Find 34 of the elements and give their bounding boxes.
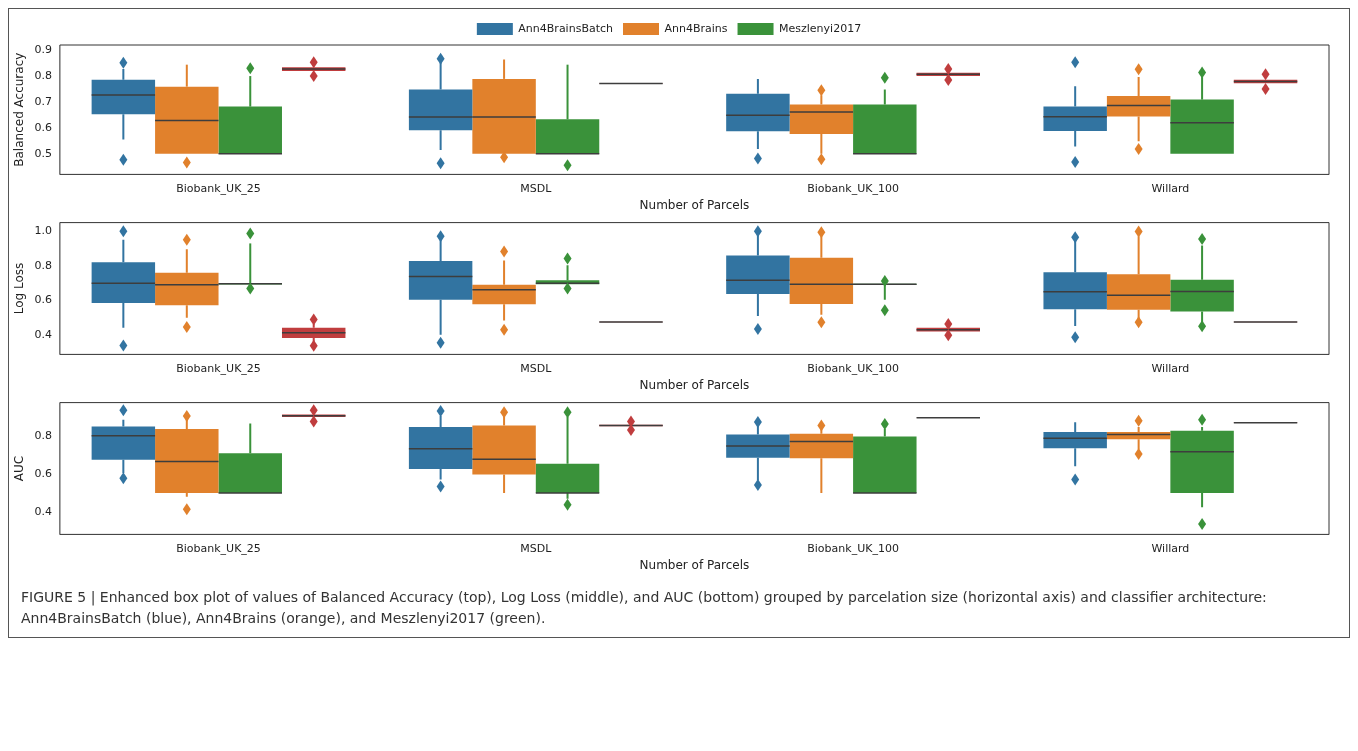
x-tick-label: Biobank_UK_100 [807,181,899,195]
y-tick-label: 0.6 [34,293,52,307]
y-tick-label: 0.6 [34,120,52,134]
x-tick-label: Biobank_UK_25 [176,181,261,195]
y-axis-title: Balanced Accuracy [12,52,27,167]
y-tick-label: 1.0 [34,224,52,238]
x-tick-label: Willard [1151,541,1190,555]
x-tick-label: Biobank_UK_25 [176,361,261,375]
y-tick-label: 0.8 [34,258,52,272]
x-tick-label: MSDL [520,541,553,555]
y-axis-title: AUC [12,455,27,482]
x-axis-title: Number of Parcels [639,377,750,392]
y-tick-label: 0.4 [34,504,52,518]
y-tick-label: 0.8 [34,68,52,82]
y-tick-label: 0.7 [34,94,52,108]
y-tick-label: 0.5 [34,146,52,160]
x-tick-label: MSDL [520,361,553,375]
x-axis-title: Number of Parcels [639,557,750,572]
x-axis-title: Number of Parcels [639,197,750,212]
y-tick-label: 0.9 [34,43,52,57]
y-tick-label: 0.6 [34,467,52,481]
x-tick-label: MSDL [520,181,553,195]
y-axis-title: Log Loss [12,262,27,315]
caption: FIGURE 5 | Enhanced box plot of values of Balanced Accuracy (top), Log Loss (middle), and AUC (bottom) grouped by parcelation size (horizontal axis) and classifier architecture: Ann4BrainsBatch (blue), Ann4Brains (orange), and Meszlenyi2017 (green). [21,588,1268,628]
y-tick-label: 0.4 [34,328,52,342]
x-tick-label: Biobank_UK_100 [807,541,899,555]
x-tick-label: Willard [1151,361,1190,375]
legend-label: Ann4BrainsBatch [518,21,614,35]
y-tick-label: 0.8 [34,429,52,443]
legend-label: Ann4Brains [664,21,728,35]
x-tick-label: Biobank_UK_100 [807,361,899,375]
legend-label: Meszlenyi2017 [779,21,862,35]
x-tick-label: Willard [1151,181,1190,195]
x-tick-label: Biobank_UK_25 [176,541,261,555]
